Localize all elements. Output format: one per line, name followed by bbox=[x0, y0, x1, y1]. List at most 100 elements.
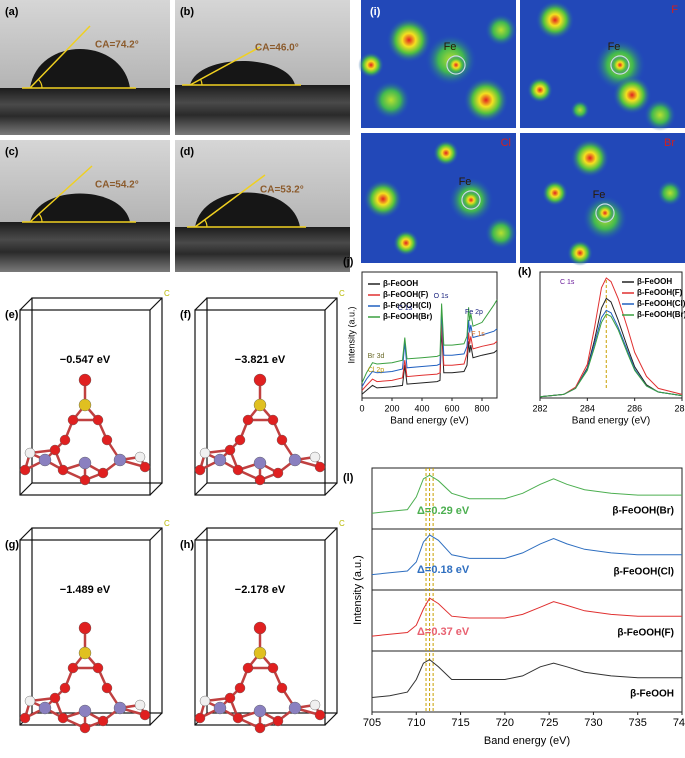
atom bbox=[101, 682, 113, 694]
atom bbox=[78, 621, 92, 635]
panel-label: (l) bbox=[343, 472, 354, 484]
atom bbox=[97, 715, 109, 727]
map-blob bbox=[570, 138, 610, 178]
atom bbox=[49, 692, 61, 704]
photo-substrate bbox=[0, 88, 170, 135]
atom bbox=[224, 692, 236, 704]
series-line bbox=[539, 277, 683, 398]
annotation: C 1s bbox=[560, 279, 575, 286]
atom bbox=[253, 704, 267, 718]
map-blob bbox=[386, 17, 432, 63]
box-edge bbox=[149, 712, 163, 726]
plot-frame bbox=[539, 271, 683, 399]
x-tick-label: 800 bbox=[474, 403, 489, 413]
series-line bbox=[539, 309, 683, 398]
atom bbox=[199, 695, 211, 707]
series-label: β-FeOOH(F) bbox=[617, 628, 674, 639]
atom bbox=[57, 712, 69, 724]
panel-label: (g) bbox=[5, 539, 19, 551]
box-edge bbox=[324, 527, 338, 541]
atom bbox=[314, 461, 326, 473]
droplet bbox=[195, 192, 300, 227]
x-tick-label: 735 bbox=[629, 717, 647, 729]
map-blob bbox=[527, 77, 553, 103]
map-blob bbox=[461, 190, 481, 210]
box-edge bbox=[19, 527, 33, 541]
atom bbox=[253, 398, 267, 412]
atom bbox=[139, 709, 151, 721]
x-tick-label: 740 bbox=[673, 717, 685, 729]
atom bbox=[24, 447, 36, 459]
atom bbox=[213, 701, 227, 715]
legend-label: β-FeOOH(F) bbox=[637, 288, 683, 297]
panel-label: (i) bbox=[370, 6, 381, 18]
atom bbox=[232, 712, 244, 724]
map-blob bbox=[595, 203, 615, 223]
atom bbox=[242, 414, 254, 426]
atom bbox=[253, 373, 267, 387]
axis-corner: C bbox=[339, 519, 345, 528]
atom bbox=[253, 621, 267, 635]
angle-arc bbox=[38, 213, 43, 223]
atom bbox=[113, 701, 127, 715]
panel-label: (a) bbox=[5, 6, 19, 18]
x-tick-label: 600 bbox=[444, 403, 459, 413]
halogen-label: Br bbox=[664, 137, 675, 149]
atom bbox=[78, 456, 92, 470]
atom bbox=[101, 434, 113, 446]
droplet bbox=[30, 193, 130, 222]
structure-box bbox=[19, 297, 163, 496]
annotation: Br 3d bbox=[368, 353, 385, 360]
atom bbox=[38, 453, 52, 467]
series-line bbox=[371, 474, 682, 514]
panel-label: (f) bbox=[180, 309, 191, 321]
tangent bbox=[189, 46, 261, 86]
x-tick-label: 200 bbox=[384, 403, 399, 413]
adsorption-energy: −3.821 eV bbox=[235, 354, 286, 366]
fe-label: Fe bbox=[444, 41, 457, 53]
tangent bbox=[29, 165, 93, 223]
atom bbox=[309, 699, 321, 711]
atom bbox=[194, 712, 206, 724]
box-back bbox=[206, 527, 338, 714]
panel-label: (d) bbox=[180, 146, 194, 158]
panel-label: (e) bbox=[5, 309, 19, 321]
panel-label: (b) bbox=[180, 6, 194, 18]
droplet bbox=[190, 61, 295, 85]
atom bbox=[276, 434, 288, 446]
contact-angle: CA=74.2° bbox=[95, 40, 139, 51]
panel-label: (j) bbox=[343, 256, 354, 268]
atom bbox=[79, 722, 91, 734]
x-tick-label: 0 bbox=[359, 403, 364, 413]
box-front bbox=[194, 309, 326, 496]
atom bbox=[49, 444, 61, 456]
angle-arc bbox=[200, 78, 203, 86]
atom bbox=[232, 464, 244, 476]
tangent bbox=[29, 25, 91, 89]
box-back bbox=[31, 297, 163, 484]
box-edge bbox=[194, 297, 208, 311]
atom bbox=[92, 414, 104, 426]
atom bbox=[92, 662, 104, 674]
box-edge bbox=[149, 482, 163, 496]
annotation: Δ=0.18 eV bbox=[417, 564, 470, 576]
legend-label: β-FeOOH(F) bbox=[383, 290, 429, 299]
contact-angle: CA=46.0° bbox=[255, 43, 299, 54]
annotation: O 1s bbox=[434, 293, 449, 300]
atom bbox=[242, 662, 254, 674]
box-back bbox=[31, 527, 163, 714]
atom bbox=[38, 701, 52, 715]
map-blob bbox=[358, 52, 384, 78]
fe-label: Fe bbox=[593, 189, 606, 201]
atom bbox=[276, 682, 288, 694]
adsorption-energy: −0.547 eV bbox=[60, 354, 111, 366]
atom bbox=[139, 461, 151, 473]
atom bbox=[79, 474, 91, 486]
atom bbox=[267, 662, 279, 674]
photo-substrate bbox=[175, 85, 350, 135]
atom bbox=[288, 701, 302, 715]
axis-corner: C bbox=[339, 289, 345, 298]
atom bbox=[59, 434, 71, 446]
atom bbox=[224, 444, 236, 456]
